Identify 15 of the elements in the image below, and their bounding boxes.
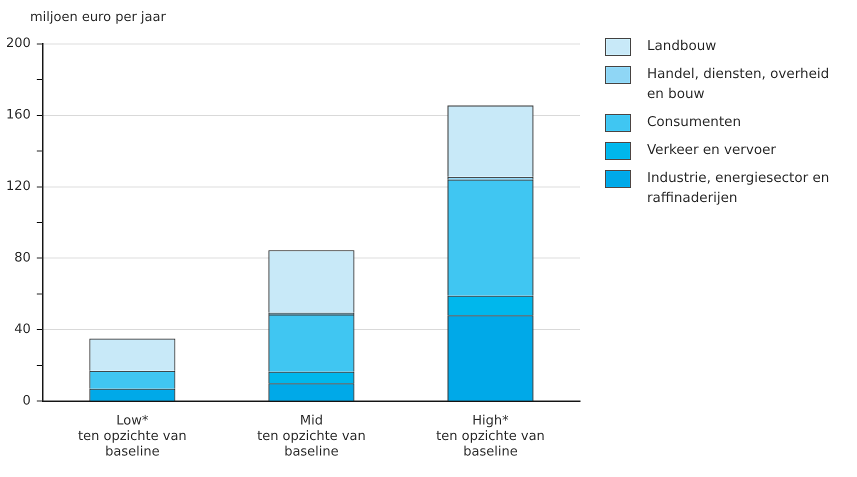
y-tick-label: 120 bbox=[6, 179, 31, 194]
y-tick-label: 160 bbox=[6, 108, 31, 123]
y-tick-label: 0 bbox=[22, 394, 31, 409]
y-tick-label: 80 bbox=[14, 250, 31, 266]
legend-label: Consumenten bbox=[647, 113, 741, 132]
legend-label: Handel, diensten, overheid en bouw bbox=[647, 65, 830, 104]
y-tick-label: 40 bbox=[14, 322, 31, 338]
x-tick-label: Low* ten opzichte van baseline bbox=[78, 413, 187, 460]
x-tick-label: High* ten opzichte van baseline bbox=[436, 413, 545, 460]
x-tick-label: Mid ten opzichte van baseline bbox=[257, 413, 366, 460]
legend-label: Industrie, energiesector en raffinaderijen bbox=[647, 169, 830, 208]
y-tick-label: 200 bbox=[6, 36, 31, 52]
legend-label: Verkeer en vervoer bbox=[647, 141, 776, 160]
legend-label: Landbouw bbox=[647, 37, 716, 56]
y-axis-title: miljoen euro per jaar bbox=[30, 10, 166, 25]
